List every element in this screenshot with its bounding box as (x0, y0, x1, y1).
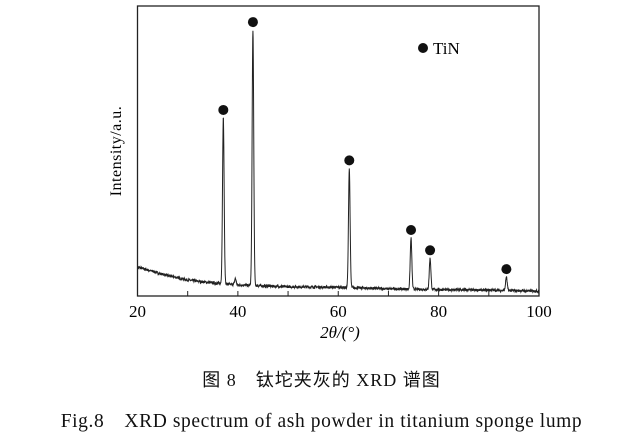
xrd-curve (137, 30, 540, 294)
peak-marker-tin (218, 104, 229, 115)
legend-marker-tin (418, 43, 428, 53)
x-tick-label: 80 (430, 302, 447, 321)
peak-marker-tin (344, 155, 355, 166)
plot-frame (136, 5, 540, 297)
xrd-chart: 20 40 60 80 100 TiN Intensity/a.u. 2θ/(°) (108, 5, 552, 342)
peak-marker-tin (247, 17, 258, 28)
x-tick-label: 60 (330, 302, 347, 321)
figure-caption-chinese: 图 8 钛坨夹灰的 XRD 谱图 (202, 370, 441, 390)
x-tick-label: 100 (526, 302, 552, 321)
x-tick-label: 40 (229, 302, 246, 321)
x-axis-label: 2θ/(°) (320, 323, 360, 342)
y-axis-label: Intensity/a.u. (108, 106, 125, 197)
peak-marker-tin (425, 245, 436, 256)
x-tick-label: 20 (129, 302, 146, 321)
peak-marker-tin (501, 264, 512, 275)
peak-marker-tin (406, 225, 417, 235)
figure-caption-english: Fig.8 XRD spectrum of ash powder in tita… (60, 411, 583, 432)
legend-label-tin: TiN (433, 39, 460, 58)
